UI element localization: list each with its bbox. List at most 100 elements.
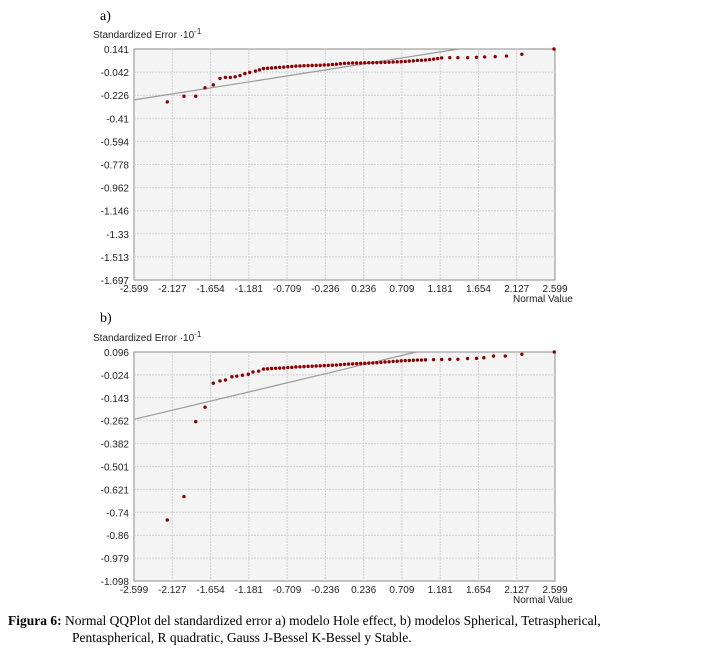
data-point <box>294 64 298 68</box>
data-point <box>269 66 274 70</box>
data-point <box>371 60 375 65</box>
data-point <box>395 359 399 363</box>
data-point <box>273 366 278 371</box>
x-axis-label: Normal Value <box>513 294 573 305</box>
y-axis-label: Standardized Error ·10-1 <box>93 330 202 344</box>
y-tick-label: -0.979 <box>101 554 130 565</box>
x-tick-label: 2.127 <box>504 585 529 596</box>
data-point <box>358 361 363 366</box>
data-point <box>399 59 403 64</box>
data-point <box>338 62 343 66</box>
data-point <box>238 73 242 78</box>
y-tick-label: -0.778 <box>101 161 130 172</box>
panel-label: b) <box>100 311 112 326</box>
data-point <box>322 63 326 67</box>
data-point <box>218 379 222 383</box>
chart-b: b) Standardized Error ·10-1 -2.599 -2.127 -1… <box>93 311 573 605</box>
x-tick-label: -2.127 <box>158 585 187 596</box>
data-point <box>182 494 186 499</box>
x-tick-label: -2.599 <box>120 284 149 295</box>
x-tick-label: 1.654 <box>466 284 491 295</box>
y-tick-label: -0.86 <box>106 531 129 542</box>
data-point <box>407 358 411 363</box>
data-point <box>375 361 379 365</box>
y-tick-label: -0.41 <box>106 114 129 125</box>
data-point <box>342 61 347 66</box>
data-point <box>474 356 479 361</box>
data-point <box>310 63 314 68</box>
data-point <box>194 94 198 98</box>
data-point <box>407 59 411 63</box>
data-point <box>334 62 339 66</box>
data-point <box>203 405 207 409</box>
data-point <box>354 361 359 366</box>
y-tick-label: 0.096 <box>104 348 129 359</box>
data-point <box>520 52 524 56</box>
x-tick-label: -0.236 <box>311 284 340 295</box>
data-point <box>330 62 335 67</box>
data-point <box>427 57 432 62</box>
data-point <box>310 364 314 368</box>
data-point <box>342 362 347 366</box>
y-tick-label: -1.697 <box>101 276 130 287</box>
x-tick-label: -1.181 <box>235 585 264 596</box>
data-point <box>482 55 487 59</box>
data-point <box>265 66 270 70</box>
data-point <box>465 55 470 60</box>
data-point <box>423 58 428 62</box>
data-point <box>290 365 294 370</box>
data-point <box>228 75 233 80</box>
x-tick-label: 1.181 <box>428 585 453 596</box>
y-tick-label: -1.098 <box>101 577 130 588</box>
data-point <box>387 60 391 64</box>
data-point <box>552 350 556 354</box>
data-point <box>306 63 310 68</box>
data-point <box>273 66 278 70</box>
data-point <box>286 65 290 69</box>
data-point <box>503 354 507 358</box>
data-point <box>520 352 524 357</box>
data-point <box>223 378 228 382</box>
data-point <box>415 58 420 63</box>
data-point <box>298 64 302 68</box>
data-point <box>456 357 460 361</box>
data-point <box>395 60 399 64</box>
y-tick-label: -0.594 <box>101 137 130 148</box>
x-tick-label: -2.599 <box>120 585 149 596</box>
data-point <box>358 61 363 65</box>
data-point <box>269 366 274 371</box>
data-point <box>354 61 359 65</box>
data-point <box>306 364 310 369</box>
x-tick-label: -1.181 <box>235 284 264 295</box>
data-point <box>194 419 198 424</box>
data-point <box>248 70 252 75</box>
data-point <box>411 358 416 362</box>
data-point <box>346 362 351 366</box>
x-tick-label: -1.654 <box>196 585 225 596</box>
caption-line1: Normal QQPlot del standardized error a) … <box>65 613 601 628</box>
y-tick-label: -0.262 <box>101 417 130 428</box>
data-point <box>474 55 479 59</box>
data-point <box>230 375 234 379</box>
x-axis-label: Normal Value <box>513 595 573 605</box>
data-point <box>334 363 339 367</box>
data-point <box>439 56 444 60</box>
data-point <box>211 381 215 385</box>
x-tick-label: 0.236 <box>351 585 376 596</box>
x-tick-label: 1.654 <box>466 585 491 596</box>
data-point <box>367 60 371 65</box>
data-point <box>326 63 331 67</box>
y-tick-label: -0.226 <box>101 91 130 102</box>
data-point <box>294 365 298 369</box>
data-point <box>363 61 367 65</box>
data-point <box>223 75 228 80</box>
y-tick-label: 0.141 <box>104 45 129 56</box>
y-tick-label: -0.024 <box>101 371 130 382</box>
data-point <box>330 363 335 367</box>
x-tick-label: 0.709 <box>389 284 414 295</box>
data-point <box>318 364 322 368</box>
data-point <box>218 76 222 81</box>
data-point <box>448 357 452 361</box>
data-point <box>282 366 286 370</box>
data-point <box>448 55 452 60</box>
